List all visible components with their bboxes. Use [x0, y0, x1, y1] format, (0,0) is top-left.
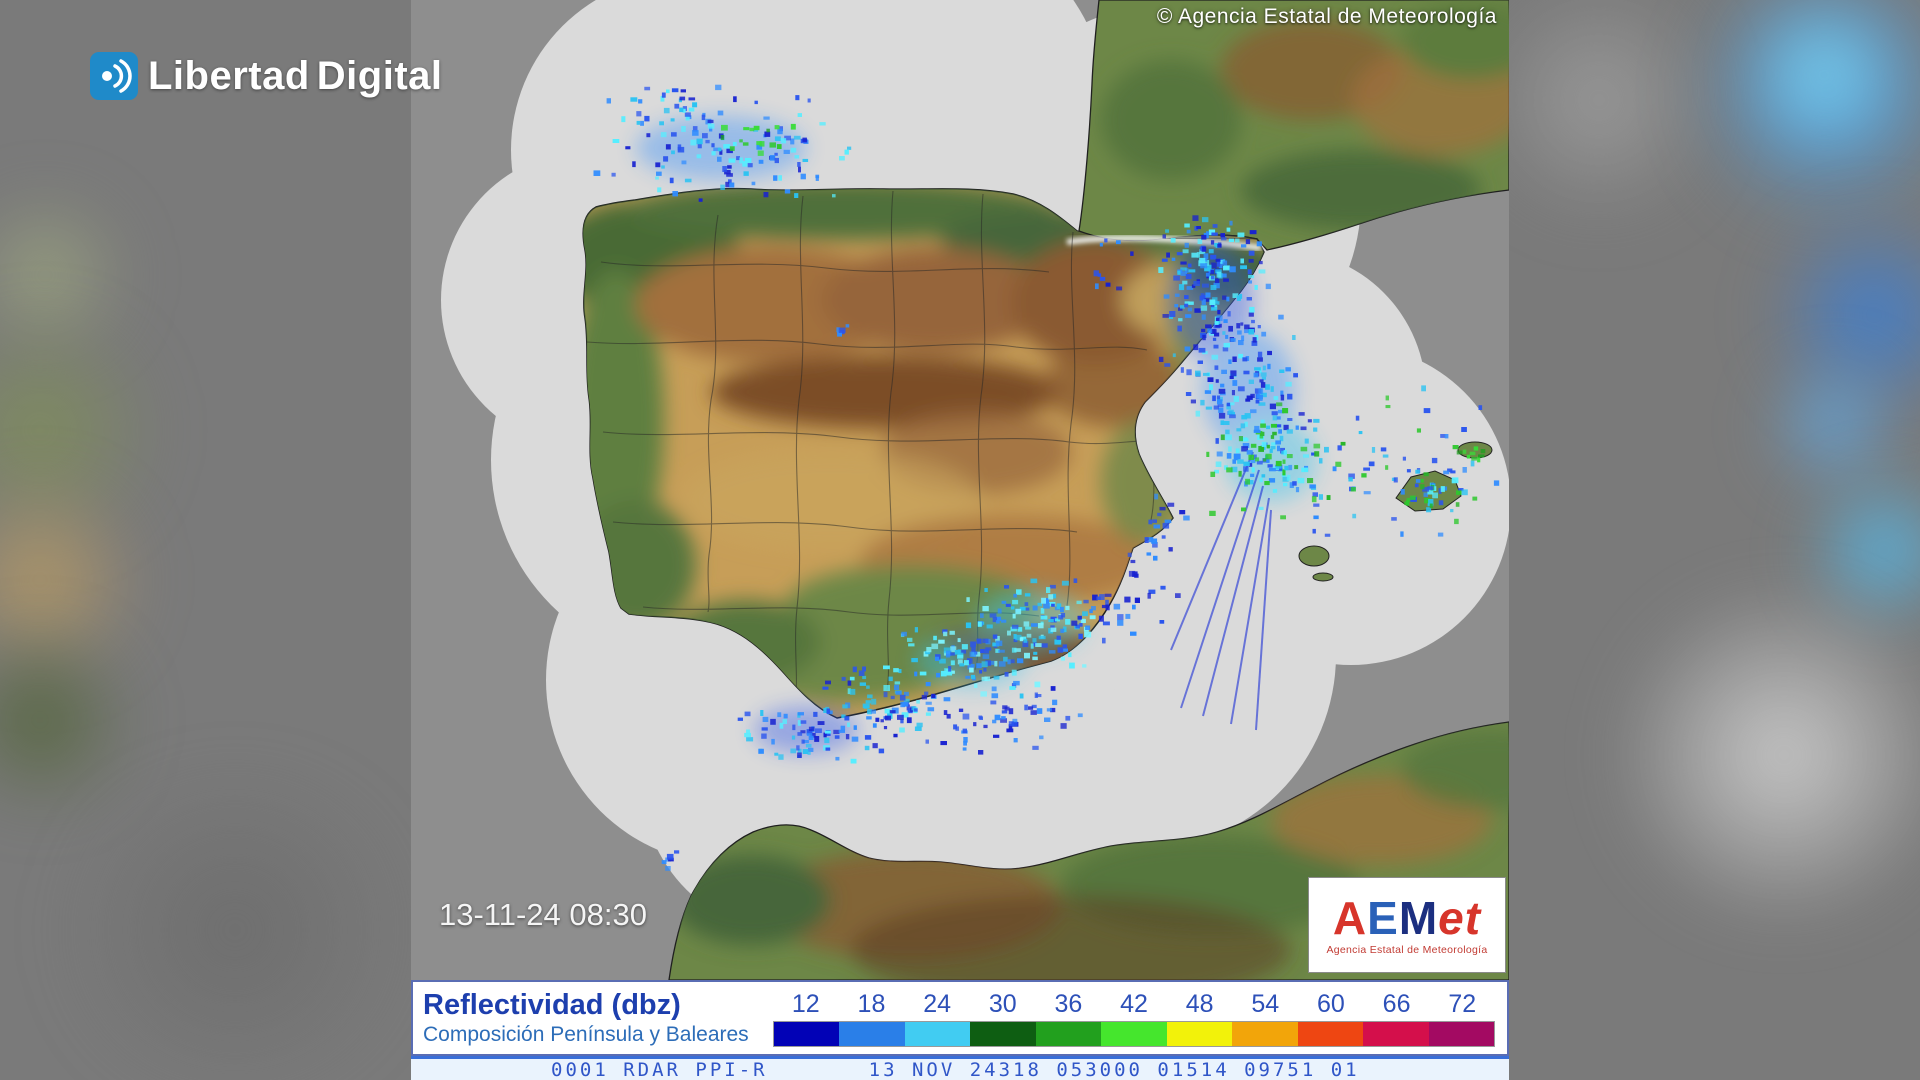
- blurred-backdrop-right: [1509, 0, 1920, 1080]
- aemet-letter: E: [1367, 891, 1399, 944]
- legend-tick: 18: [857, 989, 886, 1018]
- legend-tick: 42: [1120, 989, 1148, 1018]
- legend-tick: 36: [1054, 989, 1083, 1018]
- legend-color-segment: [1035, 1021, 1102, 1046]
- legend-color-segment: [904, 1021, 971, 1046]
- radar-echoes: [593, 84, 1500, 871]
- aemet-logo-text: AEMet: [1333, 895, 1481, 941]
- legend-panel: Reflectividad (dbz) Composición Penínsul…: [411, 980, 1509, 1056]
- aemet-letter: et: [1438, 891, 1482, 944]
- legend-tick-labels: 12 18 24 30 36 42 48 54 60 66 72: [773, 990, 1495, 1019]
- copyright-notice: © Agencia Estatal de Meteorología: [1156, 5, 1497, 28]
- brand-word-1: Libertad: [148, 53, 310, 98]
- libertad-digital-wordmark: Libertad Digital: [148, 54, 443, 99]
- legend-color-segment: [1166, 1021, 1233, 1046]
- legend-tick: 60: [1317, 989, 1345, 1018]
- legend-subtitle: Composición Península y Baleares: [423, 1023, 749, 1046]
- terrain-africa: [668, 721, 1509, 980]
- libertad-digital-icon: [90, 52, 138, 100]
- legend-color-scale: [773, 1020, 1495, 1047]
- legend-tick: 66: [1382, 989, 1411, 1018]
- pyrenees-snow: [1066, 235, 1262, 251]
- legend-color-segment: [1363, 1021, 1429, 1046]
- backdrop-blob: [1619, 590, 1920, 920]
- legend-scale-block: 12 18 24 30 36 42 48 54 60 66 72: [773, 990, 1507, 1047]
- legend-color-segment: [970, 1021, 1036, 1046]
- aemet-logo-subtext: Agencia Estatal de Meteorología: [1326, 943, 1488, 956]
- legend-color-segment: [1232, 1021, 1298, 1046]
- brand-word-2: Digital: [316, 53, 443, 98]
- aemet-letter: A: [1332, 891, 1368, 944]
- libertad-digital-logo: Libertad Digital: [90, 52, 443, 100]
- backdrop-blob: [60, 780, 410, 1080]
- backdrop-blob: [1509, 0, 1709, 230]
- legend-title: Reflectividad (dbz): [423, 989, 681, 1021]
- backdrop-blob: [1759, 360, 1909, 490]
- legend-tick: 72: [1448, 989, 1477, 1018]
- backdrop-blob: [1739, 0, 1909, 150]
- blurred-backdrop-left: [0, 0, 411, 1080]
- status-bar: 0001 RDAR PPI-R 13 NOV 24318 053000 0151…: [411, 1056, 1509, 1080]
- aemet-letter: M: [1398, 891, 1439, 944]
- radar-panel: © Agencia Estatal de Meteorología 13-11-…: [411, 0, 1509, 1080]
- timestamp: 13-11-24 08:30: [439, 897, 647, 932]
- legend-color-segment: [774, 1021, 840, 1046]
- legend-text-block: Reflectividad (dbz) Composición Penínsul…: [413, 989, 773, 1047]
- legend-color-segment: [1297, 1021, 1364, 1046]
- legend-color-segment: [1428, 1021, 1494, 1046]
- aemet-logo: AEMet Agencia Estatal de Meteorología: [1308, 877, 1506, 973]
- radar-map: [411, 0, 1509, 980]
- legend-tick: 30: [988, 989, 1017, 1018]
- legend-color-segment: [1101, 1021, 1167, 1046]
- legend-tick: 48: [1185, 989, 1214, 1018]
- legend-tick: 24: [923, 989, 951, 1018]
- legend-color-segment: [839, 1021, 905, 1046]
- legend-tick: 12: [791, 989, 820, 1018]
- status-text: 0001 RDAR PPI-R 13 NOV 24318 053000 0151…: [551, 1059, 1360, 1080]
- legend-tick: 54: [1251, 989, 1280, 1018]
